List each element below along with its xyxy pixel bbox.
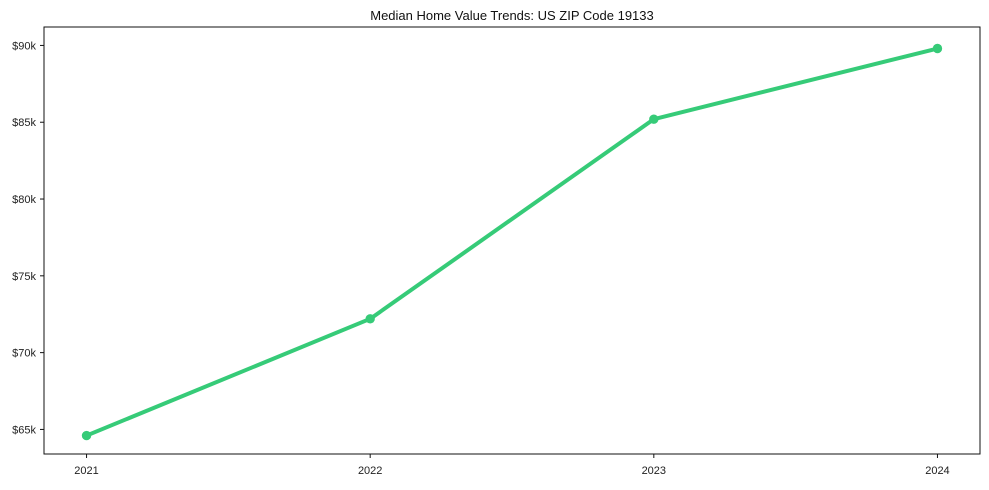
y-tick-label: $85k	[12, 117, 36, 129]
y-tick-label: $90k	[12, 40, 36, 52]
data-point-marker	[932, 43, 943, 54]
data-point-marker	[365, 314, 375, 324]
x-tick-label: 2022	[358, 465, 382, 477]
chart-title: Median Home Value Trends: US ZIP Code 19…	[370, 8, 654, 23]
x-tick-label: 2023	[642, 465, 666, 477]
plot-border	[43, 26, 981, 455]
data-point-marker	[649, 114, 659, 124]
trend-line	[84, 46, 940, 438]
y-tick-label: $65k	[12, 424, 36, 436]
y-tick-label: $80k	[12, 194, 36, 206]
x-tick-label: 2021	[74, 465, 98, 477]
y-tick-label: $75k	[12, 271, 36, 283]
x-tick-label: 2024	[925, 465, 949, 477]
data-point-marker	[81, 430, 92, 441]
y-tick-label: $70k	[12, 348, 36, 360]
